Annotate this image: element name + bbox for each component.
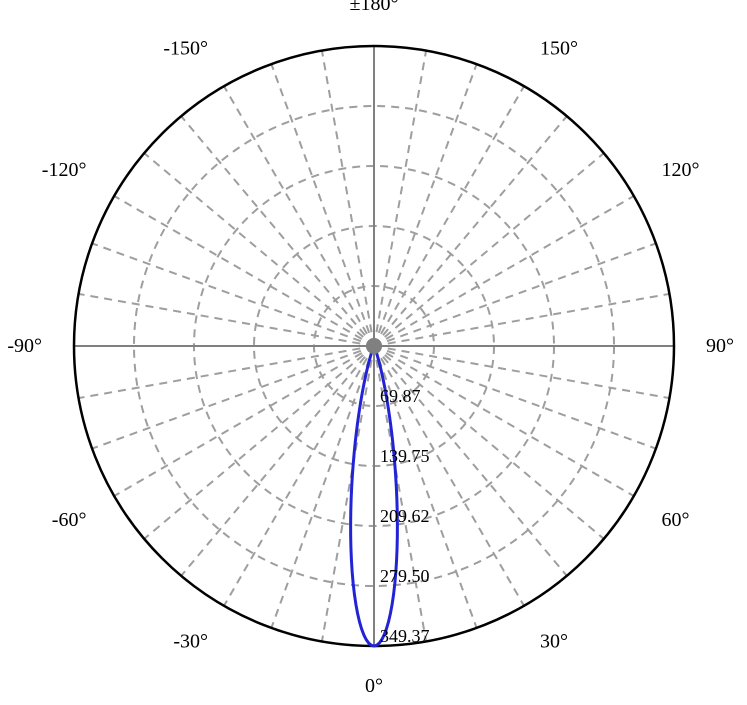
angle-label: -150° (163, 37, 208, 59)
angle-label: 120° (662, 159, 700, 181)
angle-label: 150° (540, 37, 578, 59)
angle-label: -60° (52, 509, 87, 531)
radial-tick-label: 349.37 (380, 626, 430, 646)
radial-tick-label: 279.50 (380, 566, 430, 586)
radial-tick-label: 69.87 (380, 386, 421, 406)
angle-label: 0° (365, 675, 383, 697)
radial-tick-label: 209.62 (380, 506, 430, 526)
angle-label: ±180° (350, 0, 399, 15)
angle-label: -30° (173, 631, 208, 653)
angle-label: 60° (662, 509, 690, 531)
radial-tick-label: 139.75 (380, 446, 430, 466)
angle-label: -120° (42, 159, 87, 181)
angle-label: -90° (7, 335, 42, 357)
angle-label: 90° (706, 335, 734, 357)
angle-label: 30° (540, 631, 568, 653)
polar-chart: 69.87 139.75 209.62 279.50 349.37 0° 30° 60° 90°… (0, 0, 747, 705)
center-marker (366, 338, 382, 354)
